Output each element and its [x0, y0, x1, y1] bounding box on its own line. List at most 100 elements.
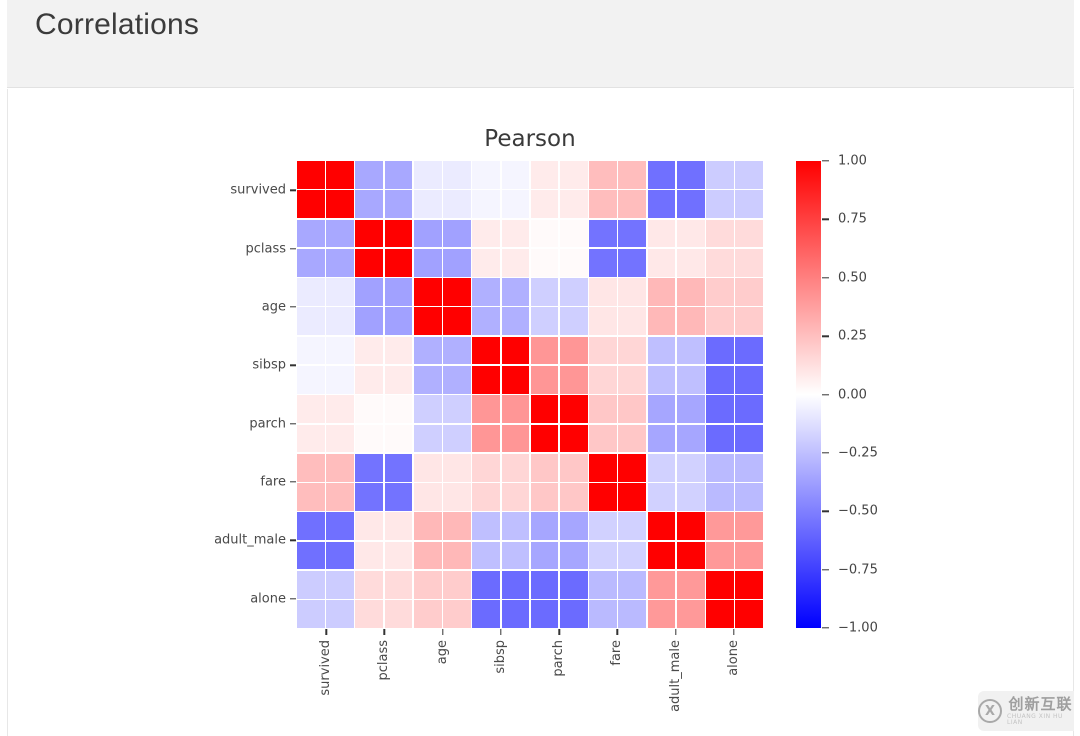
- heatmap-cell: [297, 190, 325, 219]
- heatmap-cell: [326, 483, 354, 511]
- heatmap-cell: [706, 365, 734, 394]
- heatmap-cell: [501, 278, 530, 306]
- heatmap-cell: [618, 424, 647, 453]
- heatmap-cell: [297, 483, 325, 511]
- x-tick-mark: [733, 629, 735, 635]
- heatmap-cell: [676, 161, 705, 189]
- heatmap-cell: [706, 395, 734, 424]
- heatmap-cell: [472, 424, 501, 453]
- heatmap-cell: [326, 278, 354, 306]
- watermark-text: 创新互联 CHUANG XIN HU LIAN: [1007, 696, 1074, 726]
- heatmap-cell: [355, 570, 384, 599]
- heatmap-cell: [413, 395, 442, 424]
- heatmap-cell: [297, 600, 325, 628]
- heatmap-cell: [589, 453, 617, 482]
- heatmap-cell: [384, 365, 413, 394]
- heatmap-cell: [647, 570, 676, 599]
- cx-logo-icon: X: [978, 699, 1002, 723]
- heatmap-cell: [413, 248, 442, 277]
- heatmap-cell: [530, 395, 559, 424]
- heatmap-cell: [326, 336, 354, 365]
- heatmap-cell: [589, 248, 617, 277]
- heatmap-cell: [618, 307, 647, 336]
- heatmap-cell: [706, 424, 734, 453]
- heatmap-cell: [326, 219, 354, 248]
- heatmap-cell: [735, 424, 763, 453]
- heatmap-cell: [618, 570, 647, 599]
- heatmap-cell: [676, 278, 705, 306]
- heatmap-cell: [326, 512, 354, 541]
- x-tick-label: fare: [609, 640, 625, 666]
- heatmap-cell: [355, 336, 384, 365]
- heatmap-cell: [326, 161, 354, 189]
- heatmap-cell: [413, 541, 442, 570]
- x-tick-mark: [441, 629, 444, 635]
- heatmap-cell: [326, 307, 354, 336]
- heatmap-cell: [647, 161, 676, 189]
- heatmap-cell: [647, 424, 676, 453]
- heatmap-cell: [472, 570, 501, 599]
- heatmap-cell: [384, 278, 413, 306]
- heatmap-cell: [735, 483, 763, 511]
- heatmap-cell: [676, 570, 705, 599]
- colorbar: [796, 161, 821, 628]
- heatmap-cell: [618, 161, 647, 189]
- page-header: Correlations: [7, 0, 1074, 88]
- heatmap-cell: [501, 219, 530, 248]
- heatmap-cell: [472, 600, 501, 628]
- y-tick-mark: [290, 422, 296, 425]
- correlation-heatmap: [297, 161, 763, 628]
- heatmap-cell: [735, 395, 763, 424]
- heatmap-cell: [501, 395, 530, 424]
- heatmap-cell: [326, 248, 354, 277]
- heatmap-cell: [297, 395, 325, 424]
- heatmap-cell: [413, 336, 442, 365]
- heatmap-cell: [443, 600, 471, 628]
- x-tick-label: parch: [551, 640, 567, 677]
- heatmap-cell: [559, 219, 588, 248]
- page-title: Correlations: [35, 8, 200, 41]
- heatmap-cell: [735, 219, 763, 248]
- heatmap-cell: [618, 453, 647, 482]
- heatmap-cell: [297, 512, 325, 541]
- heatmap-cell: [355, 365, 384, 394]
- heatmap-cell: [735, 600, 763, 628]
- heatmap-cell: [559, 161, 588, 189]
- y-tick-label: pclass: [245, 241, 286, 257]
- heatmap-cell: [413, 219, 442, 248]
- heatmap-cell: [384, 248, 413, 277]
- heatmap-cell: [618, 483, 647, 511]
- heatmap-cell: [472, 395, 501, 424]
- heatmap-cell: [676, 453, 705, 482]
- heatmap-cell: [443, 395, 471, 424]
- heatmap-cell: [589, 483, 617, 511]
- heatmap-cell: [647, 219, 676, 248]
- heatmap-cell: [384, 395, 413, 424]
- heatmap-cell: [676, 395, 705, 424]
- colorbar-tick-label: 0.50: [838, 270, 867, 286]
- heatmap-cell: [735, 336, 763, 365]
- heatmap-cell: [501, 600, 530, 628]
- heatmap-cell: [297, 278, 325, 306]
- y-tick-mark: [290, 598, 296, 600]
- heatmap-cell: [297, 161, 325, 189]
- heatmap-cell: [676, 541, 705, 570]
- heatmap-cell: [647, 190, 676, 219]
- heatmap-cell: [355, 541, 384, 570]
- y-tick-mark: [290, 364, 296, 367]
- heatmap-cell: [443, 307, 471, 336]
- heatmap-cell: [530, 248, 559, 277]
- heatmap-cell: [472, 541, 501, 570]
- heatmap-cell: [589, 600, 617, 628]
- heatmap-cell: [618, 336, 647, 365]
- y-tick-label: parch: [249, 416, 286, 432]
- heatmap-cell: [413, 570, 442, 599]
- heatmap-cell: [413, 365, 442, 394]
- heatmap-cell: [530, 600, 559, 628]
- colorbar-tick-mark: [822, 393, 829, 396]
- x-tick-mark: [383, 629, 386, 635]
- y-tick-mark: [290, 189, 296, 191]
- heatmap-cell: [297, 424, 325, 453]
- heatmap-cell: [589, 307, 617, 336]
- heatmap-cell: [647, 453, 676, 482]
